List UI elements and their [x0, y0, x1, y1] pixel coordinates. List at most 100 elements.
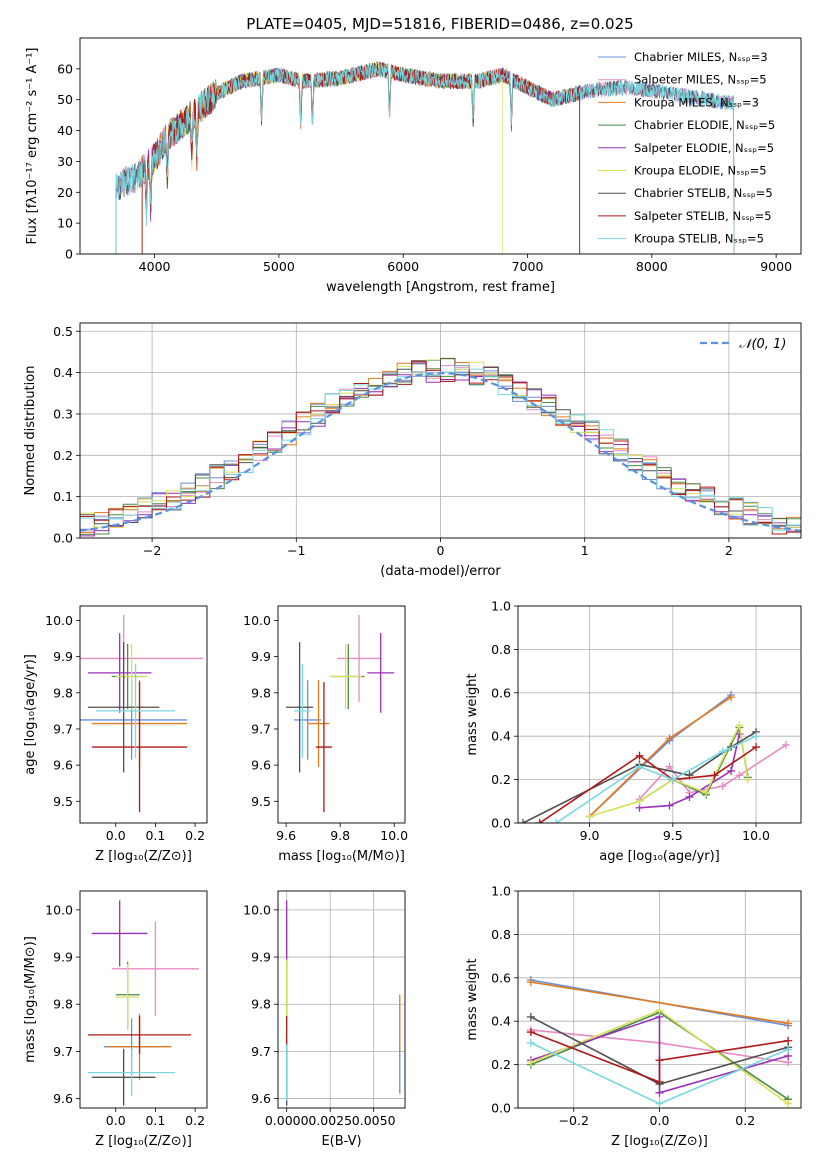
x-tick-label: 9.5 — [663, 828, 683, 843]
y-tick-label: 0.2 — [53, 448, 73, 463]
weight-marker — [665, 801, 674, 810]
weight-marker — [526, 1058, 535, 1067]
y-tick-label: 9.8 — [251, 997, 271, 1012]
y-tick-label: 0.6 — [491, 970, 511, 985]
y-tick-label: 9.9 — [251, 950, 271, 965]
x-axis-label: mass [log₁₀(M/M⊙)] — [278, 849, 405, 864]
y-tick-label: 0.1 — [53, 489, 73, 504]
y-tick-label: 50 — [57, 92, 73, 107]
y-tick-label: 9.6 — [251, 1091, 271, 1106]
weight-marker — [718, 782, 727, 791]
weight-line-3 — [530, 981, 789, 1025]
y-tick-label: 0 — [65, 247, 73, 262]
legend-label: Salpeter MILES, Nₛₛₚ=5 — [634, 73, 767, 87]
weight-marker — [655, 1088, 664, 1097]
panel-mass-vs-EBV: 0.0000 0.0025 0.0050 9.6 9.7 9.8 9.9 10.0 E(B-V) — [243, 890, 406, 1149]
y-tick-label: 10.0 — [243, 902, 271, 917]
legend-label: Chabrier STELIB, Nₛₛₚ=5 — [634, 186, 773, 200]
x-tick-label: 0.2 — [735, 1113, 755, 1128]
x-tick-label: 0.1 — [145, 828, 165, 843]
x-tick-label: 0.2 — [185, 828, 205, 843]
x-tick-label: 9.0 — [580, 828, 600, 843]
plot-area — [286, 900, 401, 1106]
weight-marker — [727, 693, 736, 702]
legend-label: Salpeter STELIB, Nₛₛₚ=5 — [634, 209, 772, 223]
weight-marker — [535, 819, 544, 823]
weight-line-8 — [530, 1031, 789, 1084]
y-tick-label: 9.9 — [251, 649, 271, 664]
residual-legend: 𝒩(0, 1) — [700, 337, 786, 352]
plot-area — [87, 900, 200, 1106]
x-axis-label: wavelength [Angstrom, rest frame] — [326, 280, 555, 295]
legend-label: Kroupa MILES, Nₛₛₚ=3 — [634, 95, 759, 109]
weight-marker — [685, 792, 694, 801]
x-tick-label: 0.0025 — [308, 1113, 352, 1128]
panel-weight-vs-Z: −0.2 0.0 0.2 0.0 0.2 0.4 0.6 0.8 1.0 Z [log₁₀(Z/Z… — [465, 884, 802, 1149]
y-tick-label: 10.0 — [45, 902, 73, 917]
panel-weight-vs-age: 9.0 9.5 10.0 0.0 0.2 0.4 0.6 0.8 1.0 age [log₁₀(a… — [465, 599, 802, 864]
y-tick-label: 9.6 — [53, 758, 73, 773]
weight-marker — [735, 721, 744, 730]
panel-mass-vs-Z: 0.0 0.1 0.2 9.6 9.7 9.8 9.9 10.0 Z [log₁₀(Z/Z⊙)]… — [23, 890, 208, 1149]
y-tick-label: 1.0 — [491, 884, 511, 899]
x-tick-label: 1 — [581, 543, 589, 558]
legend-label: Chabrier ELODIE, Nₛₛₚ=5 — [634, 118, 775, 132]
histogram-series-9 — [80, 365, 801, 538]
x-tick-label: 9.8 — [330, 828, 350, 843]
x-axis-label: age [log₁₀(age/yr)] — [599, 849, 720, 864]
weight-marker — [655, 1077, 664, 1086]
legend-label: 𝒩(0, 1) — [739, 337, 786, 352]
panel-age-vs-mass: 9.6 9.8 10.0 9.5 9.6 9.7 9.8 9.9 10.0 mass [log₁₀… — [243, 605, 408, 864]
x-tick-label: −0.2 — [559, 1113, 589, 1128]
y-tick-label: 1.0 — [491, 599, 511, 614]
y-tick-label: 0.2 — [491, 772, 511, 787]
x-tick-label: 7000 — [512, 259, 544, 274]
weight-line-3 — [589, 696, 732, 818]
weight-marker — [655, 1056, 664, 1065]
weight-marker — [635, 751, 644, 760]
histogram-series-8 — [80, 360, 801, 538]
y-tick-label: 10.0 — [243, 613, 271, 628]
weight-marker — [727, 766, 736, 775]
y-axis-label: mass weight — [465, 958, 480, 1040]
y-tick-label: 0.4 — [491, 729, 511, 744]
spectrum-series-9 — [115, 62, 735, 254]
y-axis-label: age [log₁₀(age/yr)] — [23, 654, 38, 775]
weight-marker — [710, 771, 719, 780]
y-tick-label: 0.0 — [491, 816, 511, 831]
axes-frame — [79, 605, 208, 824]
weight-marker — [665, 734, 674, 743]
x-tick-label: 0.1 — [145, 1113, 165, 1128]
legend-label: Kroupa ELODIE, Nₛₛₚ=5 — [634, 164, 767, 178]
weight-marker — [752, 732, 761, 741]
weight-marker — [784, 1036, 793, 1045]
weight-marker — [735, 771, 744, 780]
weight-line-5 — [530, 1015, 789, 1094]
weight-marker — [526, 1012, 535, 1021]
weight-marker — [668, 775, 677, 784]
y-tick-label: 0.2 — [491, 1057, 511, 1072]
x-tick-label: −1 — [287, 543, 305, 558]
x-axis-label: E(B-V) — [321, 1134, 361, 1149]
spectrum-legend: Chabrier MILES, Nₛₛₚ=3 Salpeter MILES, Nₛ… — [598, 50, 775, 246]
weight-marker — [585, 812, 594, 821]
normal-curve — [80, 371, 801, 532]
weight-marker — [782, 740, 791, 749]
x-axis-label: Z [log₁₀(Z/Z⊙)] — [95, 1134, 192, 1149]
x-tick-label: 0.0 — [106, 1113, 126, 1128]
x-tick-label: 0.0000 — [265, 1113, 309, 1128]
y-tick-label: 0.6 — [491, 685, 511, 700]
y-tick-label: 9.6 — [251, 758, 271, 773]
weight-marker — [518, 819, 527, 823]
y-tick-label: 9.7 — [53, 1044, 73, 1059]
axes-frame — [517, 890, 802, 1109]
weight-marker — [752, 743, 761, 752]
weight-marker — [655, 1099, 664, 1108]
y-tick-label: 0.8 — [491, 927, 511, 942]
y-tick-label: 60 — [57, 61, 73, 76]
y-tick-label: 0.3 — [53, 406, 73, 421]
legend-label: Salpeter ELODIE, Nₛₛₚ=5 — [634, 141, 774, 155]
weight-marker — [784, 1045, 793, 1054]
y-axis-label: Normed distribution — [23, 366, 38, 496]
weight-marker — [665, 762, 674, 771]
